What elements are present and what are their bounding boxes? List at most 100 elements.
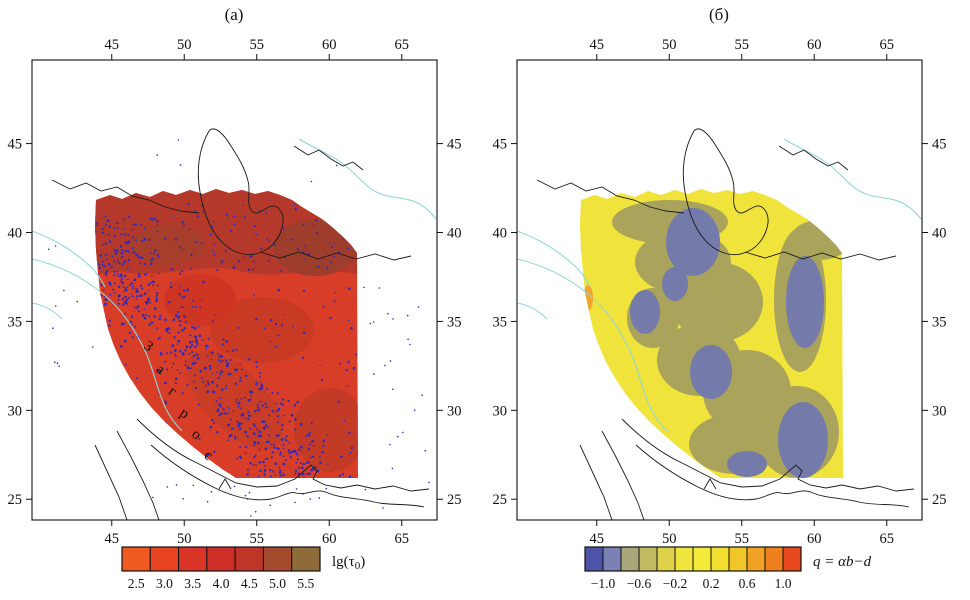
epicenter-dot [221, 260, 224, 263]
epicenter-dot [169, 281, 172, 284]
epicenter-dot [343, 420, 346, 422]
epicenter-dot [179, 246, 182, 249]
epicenter-dot [295, 461, 298, 464]
epicenter-dot [249, 398, 252, 401]
epicenter-dot [268, 260, 271, 263]
epicenter-dot [191, 306, 194, 308]
epicenter-dot [266, 238, 268, 241]
epicenter-dot [237, 405, 240, 408]
epicenter-dot [261, 420, 264, 423]
epicenter-dot [131, 236, 134, 239]
epicenter-dot [267, 440, 270, 443]
epicenter-dot [299, 445, 303, 449]
epicenter-dot [247, 418, 250, 421]
epicenter-dot [54, 305, 57, 307]
epicenter-dot [108, 240, 112, 243]
epicenter-dot [271, 391, 274, 394]
epicenter-dot [113, 270, 116, 273]
epicenter-dot [330, 260, 332, 263]
epicenter-dot [170, 267, 173, 270]
epicenter-dot [294, 403, 297, 405]
epicenter-dot [183, 224, 185, 227]
epicenter-dot [184, 364, 187, 367]
epicenter-dot [417, 306, 420, 308]
epicenter-dot [151, 280, 155, 284]
epicenter-dot [287, 399, 290, 403]
colorbar-cell [674, 546, 694, 572]
epicenter-dot [224, 339, 228, 343]
epicenter-dot [109, 293, 112, 296]
colorbar-right-title: q = αb−d [813, 554, 872, 570]
epicenter-dot [135, 253, 138, 257]
epicenter-dot [104, 273, 108, 276]
epicenter-dot [165, 352, 169, 355]
epicenter-dot [240, 407, 243, 410]
epicenter-dot [111, 255, 114, 258]
epicenter-dot [259, 469, 262, 472]
epicenter-dot [120, 280, 123, 283]
epicenter-dot [402, 431, 404, 434]
epicenter-dot [255, 360, 258, 364]
epicenter-dot [424, 449, 427, 452]
epicenter-dot [122, 322, 126, 326]
epicenter-dot [269, 475, 273, 478]
epicenter-dot [331, 207, 334, 211]
epicenter-dot [254, 510, 257, 513]
epicenter-dot [235, 368, 238, 371]
epicenter-dot [173, 349, 177, 352]
epicenter-dot [124, 312, 127, 315]
epicenter-dot [243, 256, 245, 258]
epicenter-dot [118, 262, 121, 265]
lon-tick-label-bottom: 60 [807, 531, 822, 547]
epicenter-dot [290, 238, 293, 241]
epicenter-dot [248, 491, 251, 494]
epicenter-dot [113, 260, 116, 263]
epicenter-dot [143, 274, 146, 277]
epicenter-dot [263, 470, 266, 473]
epicenter-dot [96, 224, 98, 226]
epicenter-dot [234, 435, 237, 438]
epicenter-dot [265, 212, 268, 214]
epicenter-dot [128, 331, 132, 334]
colorbar-tick-label: 3.0 [156, 576, 173, 591]
epicenter-dot [247, 468, 250, 471]
epicenter-dot [152, 496, 154, 499]
epicenter-dot [92, 253, 95, 256]
epicenter-dot [54, 361, 56, 364]
epicenter-dot [224, 412, 227, 415]
colorbar-cell [656, 546, 676, 572]
epicenter-dot [141, 287, 144, 290]
colorbar-left: lg(τ0) 2.5 3.0 3.5 4.0 4.5 5.0 5.5 [121, 546, 365, 591]
epicenter-dot [227, 412, 230, 415]
epicenter-dot [296, 458, 299, 461]
epicenter-dot [247, 268, 251, 271]
lat-tick-label-left: 30 [8, 403, 23, 419]
epicenter-dot [119, 344, 123, 348]
lat-tick-label-left: 45 [493, 137, 508, 153]
epicenter-dot [302, 289, 306, 293]
epicenter-dot [265, 441, 268, 444]
epicenter-dot [322, 439, 326, 443]
epicenter-dot [104, 253, 107, 256]
epicenter-dot [124, 301, 127, 305]
lon-tick-label-top: 50 [662, 37, 677, 53]
epicenter-dot [149, 281, 152, 284]
epicenter-dot [168, 331, 171, 334]
epicenter-dot [125, 298, 129, 302]
epicenter-dot [153, 217, 156, 221]
epicenter-dot [225, 384, 228, 387]
epicenter-dot [290, 456, 293, 459]
epicenter-dot [236, 420, 239, 423]
epicenter-dot [348, 287, 351, 291]
epicenter-dot [238, 401, 241, 404]
epicenter-dot [316, 469, 320, 473]
epicenter-dot [413, 409, 416, 412]
epicenter-dot [158, 317, 161, 320]
lat-tick-label-right: 35 [932, 314, 947, 330]
epicenter-dot [157, 255, 160, 258]
epicenter-dot [150, 274, 153, 277]
epicenter-dot [143, 263, 146, 266]
epicenter-dot [172, 362, 175, 365]
epicenter-dot [307, 252, 310, 256]
